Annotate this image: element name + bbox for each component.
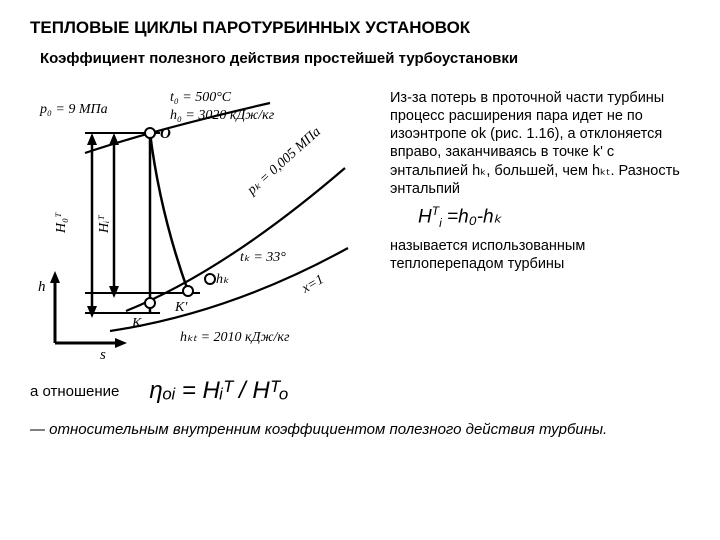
label-p0: p₀ = 9 МПа [39, 102, 108, 117]
label-pk: pₖ = 0,005 МПа [244, 124, 324, 198]
content-row: h s [30, 83, 690, 363]
label-O: O [160, 126, 171, 142]
conclusion: — относительным внутренним коэффициентом… [30, 421, 690, 438]
label-tk: tₖ = 33° [240, 250, 286, 265]
hs-diagram: h s [30, 83, 370, 363]
formula-hi: HTi =h₀-hₖ [418, 204, 690, 231]
label-h0: h₀ = 3020 кДж/кг [170, 108, 275, 123]
relation-formula: ηₒᵢ = Hᵢᵀ / Hᵀₒ [149, 377, 288, 405]
label-hkt: hₖₜ = 2010 кДж/кг [180, 330, 290, 345]
page-subtitle: Коэффициент полезного действия простейше… [40, 50, 690, 67]
label-x1: x=1 [299, 272, 327, 297]
label-Kp: K' [174, 300, 188, 315]
relation-row: а отношение ηₒᵢ = Hᵢᵀ / Hᵀₒ [30, 377, 690, 405]
relation-label: а отношение [30, 383, 119, 400]
text-column: Из-за потерь в проточной части турбины п… [390, 83, 690, 279]
paragraph-1: Из-за потерь в проточной части турбины п… [390, 89, 690, 198]
label-HiT: Hᵢᵀ [97, 215, 112, 234]
paragraph-2: называется использованным теплоперепадом… [390, 237, 690, 273]
diagram-column: h s [30, 83, 370, 363]
svg-text:s: s [100, 347, 106, 363]
label-hk: hₖ [216, 272, 230, 287]
page-title: ТЕПЛОВЫЕ ЦИКЛЫ ПАРОТУРБИННЫХ УСТАНОВОК [30, 18, 690, 38]
svg-text:h: h [38, 279, 46, 295]
label-H0T: H₀ᵀ [54, 212, 69, 234]
label-K: K [131, 316, 142, 331]
label-t0: t₀ = 500°C [170, 90, 232, 105]
